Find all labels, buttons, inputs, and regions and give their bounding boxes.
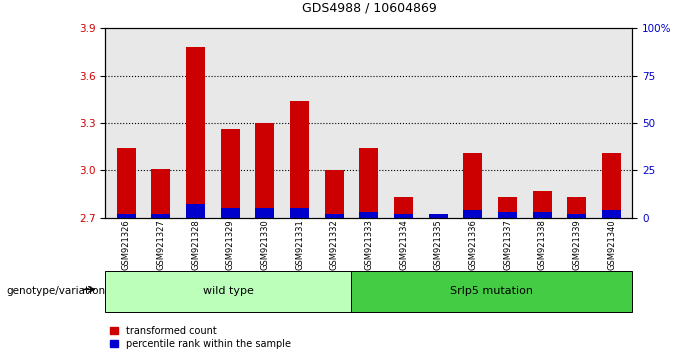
Bar (105, 271, 352, 312)
Bar (352, 271, 632, 312)
Bar (602, 153, 621, 218)
Bar (498, 197, 517, 218)
Bar (498, 212, 517, 218)
Bar (290, 208, 309, 218)
Bar (394, 214, 413, 218)
Text: GDS4988 / 10604869: GDS4988 / 10604869 (301, 1, 437, 14)
Bar (324, 214, 344, 218)
Bar (117, 214, 136, 218)
Bar (152, 214, 171, 218)
Bar (463, 210, 482, 218)
Text: genotype/variation: genotype/variation (7, 286, 106, 296)
Bar (359, 212, 379, 218)
Bar (532, 212, 551, 218)
Legend: transformed count, percentile rank within the sample: transformed count, percentile rank withi… (110, 326, 291, 349)
Bar (532, 191, 551, 218)
Text: Srlp5 mutation: Srlp5 mutation (450, 286, 533, 296)
Bar (221, 208, 240, 218)
Text: wild type: wild type (203, 286, 254, 296)
Bar (567, 214, 586, 218)
Bar (602, 210, 621, 218)
Bar (117, 148, 136, 218)
Bar (290, 101, 309, 218)
Bar (221, 129, 240, 218)
Bar (359, 148, 379, 218)
Bar (256, 208, 275, 218)
Bar (324, 170, 344, 218)
Bar (186, 205, 205, 218)
Bar (567, 197, 586, 218)
Bar (256, 123, 275, 218)
Bar (186, 47, 205, 218)
Bar (152, 169, 171, 218)
Bar (394, 197, 413, 218)
Bar (463, 153, 482, 218)
Bar (428, 214, 447, 218)
Bar (428, 216, 447, 218)
